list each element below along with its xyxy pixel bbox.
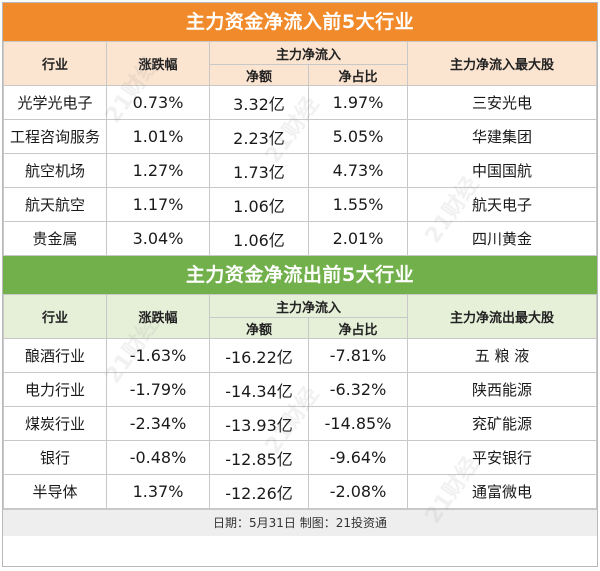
- change-cell: 1.37%: [106, 474, 210, 509]
- footer-caption: 日期：5月31日 制图：21投资通: [3, 509, 597, 536]
- top-stock-cell: 通富微电: [407, 474, 597, 509]
- header-main-flow: 主力净流入: [208, 294, 409, 318]
- industry-cell: 半导体: [3, 474, 107, 509]
- net-ratio-cell: 4.73%: [307, 153, 409, 188]
- industry-cell: 航天航空: [3, 187, 107, 222]
- table-row: 半导体 1.37% -12.26亿 -2.08% 通富微电: [3, 474, 597, 509]
- top-stock-cell: 四川黄金: [407, 221, 597, 256]
- top-stock-cell: 平安银行: [407, 440, 597, 475]
- net-amount-cell: 3.32亿: [209, 85, 309, 120]
- net-amount-cell: 1.73亿: [209, 153, 309, 188]
- top-stock-cell: 华建集团: [407, 119, 597, 154]
- top-stock-cell: 陕西能源: [407, 372, 597, 407]
- change-cell: -1.79%: [106, 372, 210, 407]
- change-cell: 0.73%: [106, 85, 210, 120]
- net-ratio-cell: 1.55%: [307, 187, 409, 222]
- table-row: 航天航空 1.17% 1.06亿 1.55% 航天电子: [3, 187, 597, 222]
- table-row: 银行 -0.48% -12.85亿 -9.64% 平安银行: [3, 440, 597, 475]
- inflow-table: 行业 涨跌幅 主力净流入 主力净流入最大股 净额 净占比 光学光电子 0.73% 3…: [3, 41, 597, 256]
- table-row: 贵金属 3.04% 1.06亿 2.01% 四川黄金: [3, 221, 597, 256]
- top-stock-cell: 兖矿能源: [407, 406, 597, 441]
- header-change: 涨跌幅: [106, 41, 210, 86]
- header-ratio: 净占比: [307, 64, 409, 86]
- outflow-title: 主力资金净流出前5大行业: [3, 256, 597, 294]
- top-stock-cell: 中国国航: [407, 153, 597, 188]
- header-net: 净额: [209, 317, 309, 339]
- change-cell: -1.63%: [106, 338, 210, 373]
- table-row: 航空机场 1.27% 1.73亿 4.73% 中国国航: [3, 153, 597, 188]
- inflow-section: 主力资金净流入前5大行业 行业 涨跌幅 主力净流入 主力净流入最大股 净额 净占…: [3, 3, 597, 256]
- net-amount-cell: -13.93亿: [209, 406, 309, 441]
- header-main-flow: 主力净流入: [208, 41, 409, 65]
- industry-cell: 航空机场: [3, 153, 107, 188]
- change-cell: 3.04%: [106, 221, 210, 256]
- industry-cell: 电力行业: [3, 372, 107, 407]
- net-amount-cell: 2.23亿: [209, 119, 309, 154]
- industry-cell: 银行: [3, 440, 107, 475]
- net-ratio-cell: -9.64%: [307, 440, 409, 475]
- header-industry: 行业: [3, 294, 107, 339]
- industry-cell: 光学光电子: [3, 85, 107, 120]
- change-cell: -0.48%: [106, 440, 210, 475]
- table-row: 煤炭行业 -2.34% -13.93亿 -14.85% 兖矿能源: [3, 406, 597, 441]
- outflow-section: 主力资金净流出前5大行业 行业 涨跌幅 主力净流入 主力净流出最大股 净额 净占…: [3, 256, 597, 509]
- header-net: 净额: [209, 64, 309, 86]
- industry-cell: 煤炭行业: [3, 406, 107, 441]
- top-stock-cell: 五 粮 液: [407, 338, 597, 373]
- net-amount-cell: 1.06亿: [209, 187, 309, 222]
- header-top-stock: 主力净流入最大股: [407, 41, 597, 86]
- change-cell: 1.17%: [106, 187, 210, 222]
- industry-cell: 工程咨询服务: [3, 119, 107, 154]
- table-row: 光学光电子 0.73% 3.32亿 1.97% 三安光电: [3, 85, 597, 120]
- net-ratio-cell: 1.97%: [307, 85, 409, 120]
- net-ratio-cell: -7.81%: [307, 338, 409, 373]
- industry-cell: 酿酒行业: [3, 338, 107, 373]
- net-ratio-cell: -14.85%: [307, 406, 409, 441]
- net-ratio-cell: 2.01%: [307, 221, 409, 256]
- net-ratio-cell: -6.32%: [307, 372, 409, 407]
- table-row: 酿酒行业 -1.63% -16.22亿 -7.81% 五 粮 液: [3, 338, 597, 373]
- table-row: 电力行业 -1.79% -14.34亿 -6.32% 陕西能源: [3, 372, 597, 407]
- header-ratio: 净占比: [307, 317, 409, 339]
- net-ratio-cell: 5.05%: [307, 119, 409, 154]
- outflow-table: 行业 涨跌幅 主力净流入 主力净流出最大股 净额 净占比 酿酒行业 -1.63% -…: [3, 294, 597, 509]
- net-amount-cell: -14.34亿: [209, 372, 309, 407]
- inflow-title: 主力资金净流入前5大行业: [3, 3, 597, 41]
- net-ratio-cell: -2.08%: [307, 474, 409, 509]
- change-cell: -2.34%: [106, 406, 210, 441]
- header-change: 涨跌幅: [106, 294, 210, 339]
- change-cell: 1.01%: [106, 119, 210, 154]
- table-row: 工程咨询服务 1.01% 2.23亿 5.05% 华建集团: [3, 119, 597, 154]
- net-amount-cell: -16.22亿: [209, 338, 309, 373]
- header-top-stock: 主力净流出最大股: [407, 294, 597, 339]
- top-stock-cell: 航天电子: [407, 187, 597, 222]
- header-industry: 行业: [3, 41, 107, 86]
- net-amount-cell: 1.06亿: [209, 221, 309, 256]
- net-amount-cell: -12.85亿: [209, 440, 309, 475]
- industry-cell: 贵金属: [3, 221, 107, 256]
- top-stock-cell: 三安光电: [407, 85, 597, 120]
- net-amount-cell: -12.26亿: [209, 474, 309, 509]
- change-cell: 1.27%: [106, 153, 210, 188]
